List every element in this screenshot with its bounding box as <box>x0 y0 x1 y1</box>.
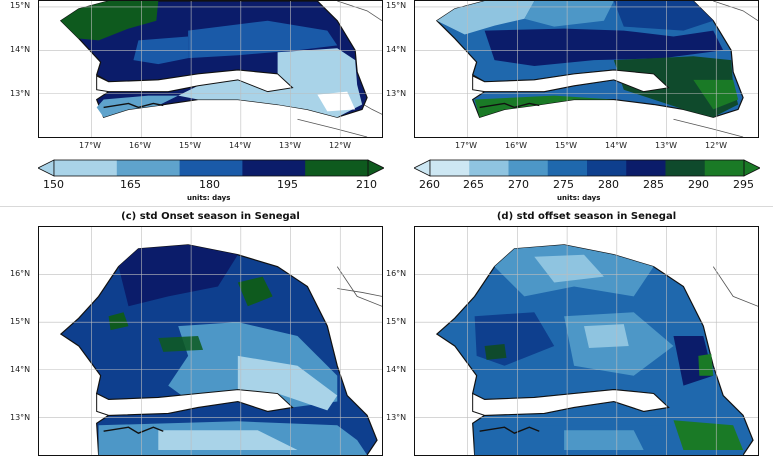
colorbar-tick-label: 260 <box>419 178 440 191</box>
map-a <box>38 0 383 138</box>
colorbar-units: units: days <box>187 194 231 202</box>
lon-tick: 12°W <box>705 141 728 150</box>
colorbar-units: units: days <box>557 194 601 202</box>
map-d-plot <box>415 227 758 455</box>
lon-tick: 17°W <box>79 141 102 150</box>
colorbar-swatch <box>508 160 549 176</box>
lon-tick: 16°W <box>505 141 528 150</box>
map-c <box>38 226 383 456</box>
map-b-plot <box>415 1 758 137</box>
colorbar-tick-label: 265 <box>463 178 484 191</box>
colorbar-swatch <box>305 160 369 176</box>
map-b <box>414 0 759 138</box>
colorbar-tick-label: 280 <box>598 178 619 191</box>
colorbar-frame <box>53 159 369 177</box>
colorbar-swatch <box>704 160 745 176</box>
colorbar-swatch <box>469 160 509 176</box>
lon-tick: 12°W <box>329 141 352 150</box>
colorbar-tick-label: 180 <box>199 178 220 191</box>
colorbar-tick-label: 150 <box>43 178 64 191</box>
colorbar-swatch <box>179 160 243 176</box>
lon-tick: 17°W <box>455 141 478 150</box>
colorbar-tick-label: 270 <box>508 178 529 191</box>
map-c-plot <box>39 227 382 455</box>
lat-tick: 15°N <box>10 1 31 10</box>
colorbar-tick-label: 285 <box>643 178 664 191</box>
colorbar-tick-label: 295 <box>733 178 754 191</box>
lon-tick: 15°W <box>555 141 578 150</box>
panel-title: (c) std Onset season in Senegal <box>121 211 300 222</box>
lat-tick: 15°N <box>386 1 407 10</box>
colorbar-tick-label: 275 <box>553 178 574 191</box>
lat-tick: 15°N <box>386 317 407 326</box>
lon-tick: 14°W <box>605 141 628 150</box>
colorbar-extend-min <box>413 159 431 177</box>
colorbar-extend-min <box>37 159 55 177</box>
lon-tick: 16°W <box>129 141 152 150</box>
panel-title: (d) std offset season in Senegal <box>496 211 677 222</box>
lat-tick: 16°N <box>10 269 31 278</box>
row-separator <box>0 206 773 207</box>
colorbar-swatch <box>116 160 181 176</box>
colorbar-right-swatches <box>413 159 761 177</box>
map-a-plot <box>39 1 382 137</box>
colorbar-swatch <box>54 160 118 176</box>
colorbar-tick-label: 195 <box>277 178 298 191</box>
colorbar-extend-max <box>367 159 385 177</box>
gambia-d <box>472 389 670 416</box>
colorbar-swatch <box>665 160 706 176</box>
lat-tick: 15°N <box>10 317 31 326</box>
lat-tick: 13°N <box>10 413 31 422</box>
colorbar-extend-max <box>743 159 761 177</box>
colorbar-swatch <box>242 160 306 176</box>
colorbar-left <box>37 158 385 178</box>
colorbar-swatch <box>587 160 627 176</box>
lat-tick: 14°N <box>10 365 31 374</box>
colorbar-frame <box>429 159 745 177</box>
lat-tick: 14°N <box>386 365 407 374</box>
lon-tick: 15°W <box>179 141 202 150</box>
gambia-c <box>96 389 294 416</box>
colorbar-swatch <box>430 160 470 176</box>
lat-tick: 13°N <box>386 413 407 422</box>
colorbar-swatch <box>626 160 666 176</box>
lon-tick: 13°W <box>655 141 678 150</box>
gambia-a <box>96 69 294 93</box>
lat-tick: 16°N <box>386 269 407 278</box>
lon-tick: 14°W <box>229 141 252 150</box>
colorbar-left-swatches <box>37 159 385 177</box>
map-d <box>414 226 759 456</box>
lat-tick: 13°N <box>10 89 31 98</box>
colorbar-right <box>413 158 761 178</box>
lat-tick: 14°N <box>10 45 31 54</box>
lat-tick: 14°N <box>386 45 407 54</box>
colorbar-tick-label: 165 <box>120 178 141 191</box>
lon-tick: 13°W <box>279 141 302 150</box>
colorbar-tick-label: 210 <box>356 178 377 191</box>
colorbar-tick-label: 290 <box>688 178 709 191</box>
gambia-b <box>472 69 670 93</box>
lat-tick: 13°N <box>386 89 407 98</box>
colorbar-swatch <box>547 160 588 176</box>
